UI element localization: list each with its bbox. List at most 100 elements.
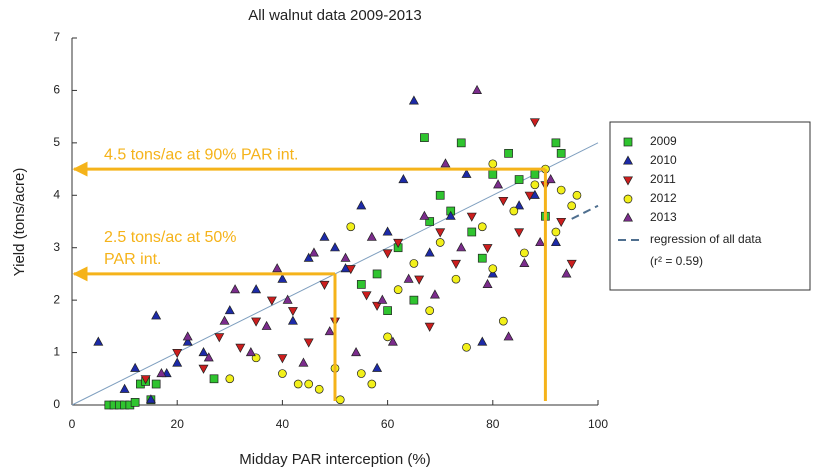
x-tick-label: 60 [381, 417, 395, 431]
point [472, 84, 483, 94]
point [487, 268, 498, 278]
point [572, 190, 582, 200]
point [530, 180, 540, 190]
point [567, 201, 577, 211]
legend-marker [623, 212, 633, 222]
y-tick-label: 5 [53, 135, 60, 149]
point [319, 231, 330, 241]
point [535, 236, 546, 247]
x-axis-title: Midday PAR interception (%) [239, 451, 430, 468]
point [372, 301, 383, 311]
point [119, 383, 130, 393]
point [251, 317, 262, 327]
point [303, 252, 314, 262]
point [393, 238, 404, 248]
legend-note: (r² = 0.59) [650, 254, 703, 268]
point [382, 249, 393, 259]
point [151, 379, 161, 389]
point [398, 174, 409, 184]
point [140, 375, 151, 385]
point [429, 289, 440, 299]
point [419, 210, 430, 220]
y-tick-label: 7 [53, 30, 60, 44]
point [561, 268, 572, 278]
point [345, 265, 356, 275]
point [330, 242, 340, 252]
legend-label: 2011 [650, 172, 676, 186]
point [319, 280, 330, 290]
point [277, 273, 288, 283]
point [182, 331, 193, 341]
x-tick-label: 20 [171, 417, 185, 431]
point [566, 259, 577, 269]
point [277, 354, 288, 364]
point [293, 379, 303, 389]
point [298, 357, 309, 367]
point [504, 148, 513, 158]
point [209, 374, 219, 384]
point [261, 320, 272, 330]
point [556, 185, 566, 195]
point [224, 305, 235, 315]
point [514, 175, 524, 184]
legend-label: 2013 [650, 210, 677, 224]
point [308, 247, 319, 257]
point [145, 394, 156, 404]
point [282, 294, 293, 304]
point [287, 307, 298, 317]
point [466, 212, 477, 222]
legend-label: regression of all data [650, 232, 762, 246]
point [551, 227, 561, 237]
point [182, 336, 193, 346]
legend-marker [623, 137, 633, 147]
point [461, 168, 472, 178]
point [151, 310, 162, 320]
point [530, 169, 540, 179]
point [403, 273, 414, 283]
point [219, 315, 230, 325]
legend-marker [623, 155, 633, 165]
point [498, 196, 509, 207]
point [278, 369, 287, 378]
point [266, 296, 277, 306]
point [383, 306, 392, 315]
point [550, 236, 561, 247]
point [203, 352, 214, 362]
point [467, 227, 477, 237]
point [482, 278, 493, 288]
legend-label: 2010 [650, 153, 677, 167]
point [425, 306, 435, 315]
y-tick-label: 3 [53, 240, 60, 254]
x-tick-label: 100 [588, 417, 608, 431]
point [493, 179, 504, 189]
point [488, 159, 498, 169]
point [272, 263, 283, 273]
point [230, 284, 241, 294]
point [340, 252, 351, 262]
point [356, 280, 366, 289]
point [172, 349, 183, 359]
annotation-text: PAR int. [104, 251, 162, 268]
y-tick-label: 4 [53, 187, 60, 201]
point [519, 257, 530, 267]
point [498, 316, 508, 326]
point [477, 336, 488, 346]
point [335, 395, 345, 405]
y-axis-title: Yield (tons/acre) [11, 168, 28, 277]
point [356, 200, 367, 210]
point [456, 138, 466, 148]
point [451, 274, 461, 284]
point [414, 275, 425, 285]
point [435, 238, 445, 247]
point [514, 228, 525, 238]
legend-label: 2009 [650, 134, 677, 148]
regression-line [571, 204, 599, 220]
point [456, 242, 467, 252]
point [377, 294, 388, 304]
point [172, 357, 183, 367]
point [356, 369, 366, 378]
point [303, 338, 314, 348]
x-tick-label: 80 [486, 417, 500, 431]
point [509, 206, 519, 216]
point [424, 322, 435, 332]
